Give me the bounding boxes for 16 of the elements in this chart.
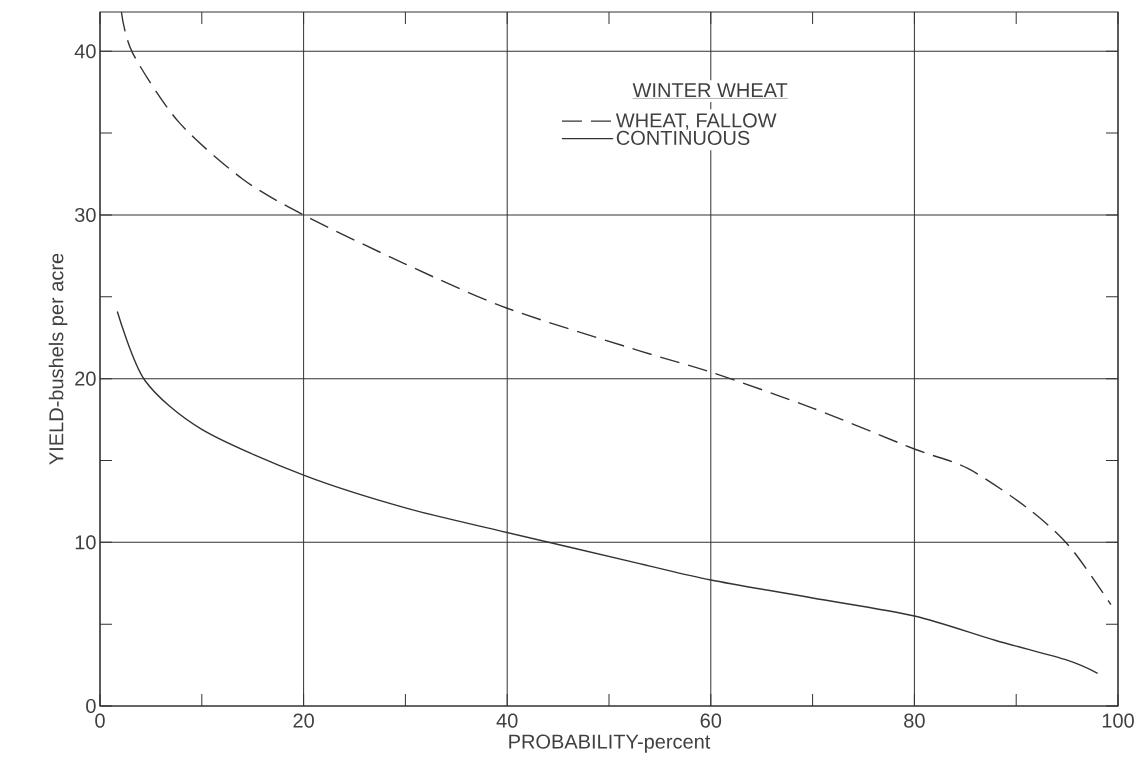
x-tick-label: 40 <box>496 713 518 728</box>
y-axis-title: YIELD-bushels per acre <box>48 253 68 465</box>
y-tick-label: 30 <box>74 207 96 223</box>
y-tick-label: 10 <box>75 535 96 550</box>
x-tick-label: 20 <box>293 713 314 728</box>
x-tick-label: 60 <box>700 713 722 728</box>
y-tick-label: 20 <box>75 371 96 386</box>
legend-label: WHEAT, FALLOW <box>615 113 777 130</box>
legend-label: CONTINUOUS <box>616 130 750 145</box>
x-tick-label: 80 <box>904 713 925 728</box>
y-tick-label: 40 <box>74 44 96 59</box>
y-tick-label: 0 <box>86 698 96 714</box>
legend-title: WINTER WHEAT <box>632 83 788 98</box>
x-tick-label: 100 <box>1102 713 1134 728</box>
line-series <box>116 310 1099 674</box>
x-axis-title: PROBABILITY-percent <box>509 734 711 753</box>
